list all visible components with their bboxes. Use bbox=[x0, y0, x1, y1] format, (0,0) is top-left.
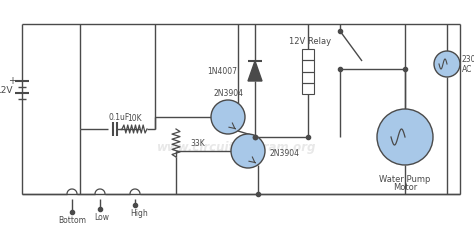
Text: www.circuitdiagram.org: www.circuitdiagram.org bbox=[157, 141, 317, 154]
Text: High: High bbox=[130, 209, 148, 218]
Text: 33K: 33K bbox=[190, 139, 205, 148]
Bar bbox=[302, 72, 314, 83]
Text: 12V: 12V bbox=[0, 86, 14, 95]
Text: AC: AC bbox=[462, 65, 473, 74]
Polygon shape bbox=[248, 62, 262, 82]
Bar bbox=[302, 50, 314, 61]
Bar bbox=[302, 83, 314, 95]
Text: 0.1uF: 0.1uF bbox=[109, 113, 129, 122]
Bar bbox=[302, 61, 314, 72]
Circle shape bbox=[377, 109, 433, 165]
Text: 1N4007: 1N4007 bbox=[207, 67, 237, 76]
Text: 2N3904: 2N3904 bbox=[270, 149, 300, 158]
Circle shape bbox=[231, 134, 265, 168]
Text: 2N3904: 2N3904 bbox=[214, 89, 244, 98]
Text: +: + bbox=[8, 76, 16, 86]
Text: Bottom: Bottom bbox=[58, 215, 86, 224]
Text: Low: Low bbox=[94, 213, 109, 221]
Text: 230V: 230V bbox=[462, 55, 474, 64]
Text: 10K: 10K bbox=[127, 114, 142, 123]
Text: Motor: Motor bbox=[393, 183, 417, 192]
Circle shape bbox=[434, 52, 460, 78]
Text: Water Pump: Water Pump bbox=[379, 175, 431, 184]
Text: 12V Relay: 12V Relay bbox=[289, 37, 331, 46]
Circle shape bbox=[211, 101, 245, 134]
